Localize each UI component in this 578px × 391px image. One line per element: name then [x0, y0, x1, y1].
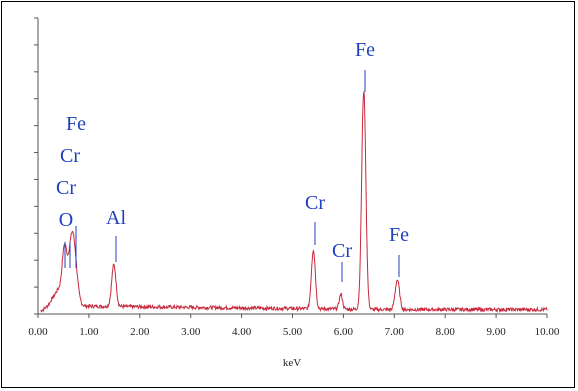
x-tick-label: 1.00: [79, 326, 99, 338]
peak-label: Fe: [389, 224, 409, 246]
x-tick-label: 10.00: [535, 326, 560, 338]
x-tick-label: 6.00: [334, 326, 354, 338]
x-tick-labels: 0.00 1.00 2.00 3.00 4.00 5.00 6.00 7.00 8.00 9.00…: [28, 326, 560, 338]
x-axis-title: keV: [283, 357, 301, 369]
x-tick-label: 2.00: [130, 326, 150, 338]
peak-label: Cr: [60, 145, 80, 167]
y-ticks: [34, 17, 38, 315]
x-tick-label: 0.00: [28, 326, 48, 338]
peak-label: Cr: [56, 177, 76, 199]
peak-label: Cr: [332, 240, 352, 262]
peak-label: Fe: [355, 39, 375, 61]
x-tick-label: 9.00: [486, 326, 506, 338]
spectrum-series-line: [40, 91, 548, 314]
peak-label: Fe: [66, 113, 86, 135]
peak-annotations: Fe Cr Cr O Al Cr Cr Fe Fe: [56, 39, 409, 282]
peak-label: Cr: [305, 192, 325, 214]
x-ticks: [37, 314, 548, 318]
x-tick-label: 4.00: [232, 326, 252, 338]
x-tick-label: 5.00: [283, 326, 303, 338]
peak-label: O: [59, 209, 73, 231]
x-tick-label: 8.00: [436, 326, 456, 338]
peak-label: Al: [106, 207, 126, 229]
x-tick-label: 7.00: [385, 326, 405, 338]
x-tick-label: 3.00: [181, 326, 201, 338]
